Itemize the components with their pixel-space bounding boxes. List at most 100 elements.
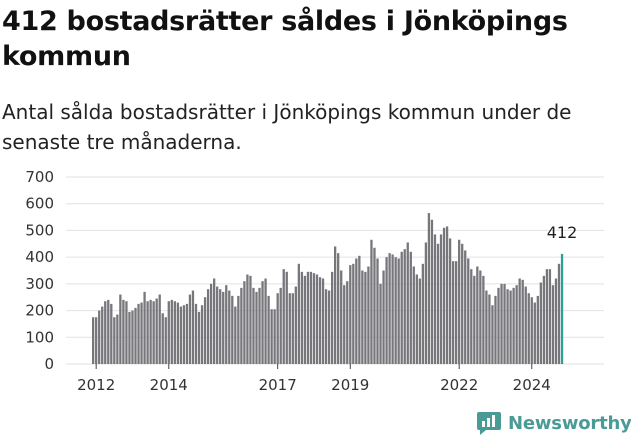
bar [167,301,170,364]
bar [107,299,110,364]
bar [421,263,425,364]
bar [273,309,276,364]
bar [206,289,210,364]
bar [200,305,204,364]
x-tick-label: 2012 [77,376,115,394]
y-tick-label: 600 [25,195,54,213]
newsworthy-logo: Newsworthy [476,408,631,438]
bar [219,289,222,364]
bar [352,263,355,364]
bar [467,258,470,364]
bar [394,257,397,364]
y-tick-label: 0 [44,355,54,373]
bar [497,287,500,364]
bar [400,251,403,364]
bar [315,274,319,364]
bar [291,293,294,364]
bar [500,283,503,364]
y-tick-label: 100 [25,328,54,346]
bar [173,301,176,364]
bar [476,266,479,364]
bar [213,278,216,364]
bar [391,254,394,364]
bar [554,278,558,364]
bar [433,234,437,364]
bar [455,261,458,364]
bar [485,290,488,364]
bar [409,251,412,364]
bar [388,253,391,364]
bar [270,309,273,364]
bar [330,271,334,364]
bar [306,271,310,364]
bar [451,261,455,364]
bar [491,305,494,364]
bar [188,294,192,364]
y-tick-label: 400 [25,248,54,266]
bar [300,271,304,364]
bar [161,313,164,364]
bar [98,310,101,364]
bar [479,270,482,364]
bar [267,295,270,364]
bar [355,258,358,364]
bar [442,227,446,364]
bar [318,277,322,364]
bar [494,295,497,364]
bar [436,243,440,364]
bar [415,274,418,364]
bar [140,302,143,364]
bar [461,243,464,364]
bar [146,301,149,364]
bar [252,287,255,364]
bar [197,311,201,364]
bar [170,299,173,364]
bar [164,317,167,364]
bar [424,242,428,364]
bar [430,219,434,364]
x-tick-label: 2017 [259,376,297,394]
bar [222,291,225,364]
bar [95,317,98,364]
y-tick-label: 300 [25,275,54,293]
bar [445,226,449,364]
bar [113,317,116,364]
bar [243,281,246,364]
bar [312,273,316,364]
bar [137,303,140,364]
bar [464,250,467,364]
bar [370,239,373,364]
bar [191,290,195,364]
bar [152,301,155,364]
bar [418,278,421,364]
bar [551,285,555,364]
bar [282,269,285,364]
bar [337,253,340,364]
bar [385,257,388,364]
bar [209,283,213,364]
bar [448,238,452,364]
bar [240,287,243,364]
bar [373,247,376,364]
bar [237,295,240,364]
bar [176,302,179,364]
bar [521,279,524,364]
page-title: 412 bostadsrätter såldes i Jönköpings ko… [2,6,568,72]
bar [179,306,183,364]
bar [376,258,379,364]
bar [258,287,261,364]
highlight-value-label: 412 [547,223,578,242]
bar [116,314,119,364]
bar [340,270,343,364]
bar [548,269,552,364]
bar [228,290,231,364]
bar [255,291,258,364]
bar [488,294,491,364]
bar [104,301,107,364]
bar [557,263,561,364]
bar [397,258,400,364]
bar [334,246,337,364]
bar [346,281,349,364]
x-tick-label: 2022 [440,376,478,394]
